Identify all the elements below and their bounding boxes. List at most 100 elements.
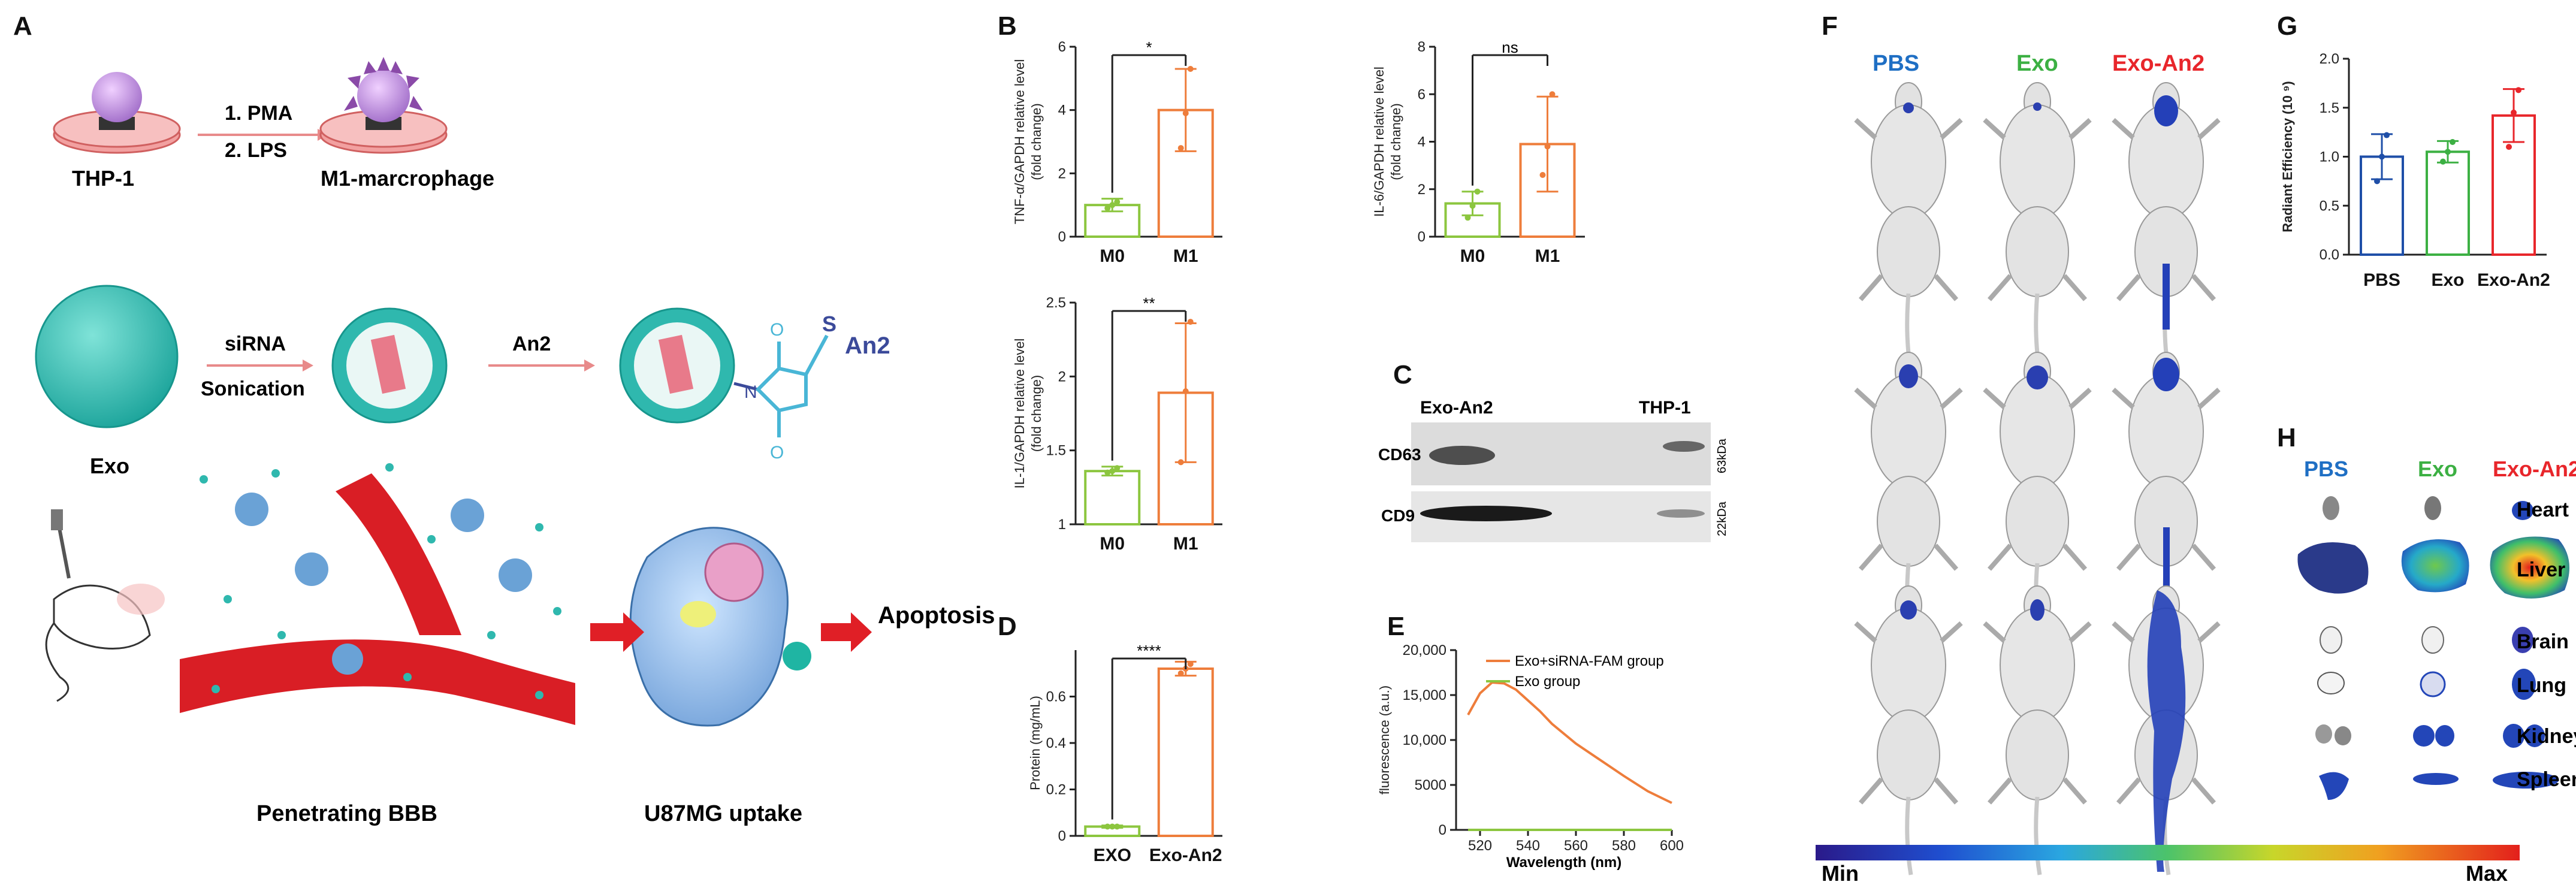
mouse-r1-pbs [1856, 83, 1961, 371]
B2-ylabel: IL-6/GAPDH relative level (fold change) [1372, 67, 1403, 217]
organ-heart-pbs [2323, 496, 2339, 520]
organ-label-kidney: Kidney [2517, 725, 2576, 748]
mouse-r1-exo [1985, 83, 2090, 371]
B1-ytick-label-1: 2 [1058, 165, 1066, 182]
exo-sphere [35, 285, 179, 428]
G-bar-Exo [2426, 150, 2470, 256]
organ-liver-exo [2401, 539, 2469, 593]
h-group-pbs: PBS [2304, 457, 2348, 481]
E-xtick-label-0: 520 [1468, 838, 1492, 854]
B3-ylabel-line-1: (fold change) [1029, 375, 1044, 452]
organ-label-brain: Brain [2517, 630, 2569, 653]
G-ylabel: Radiant Efficiency (10 ⁹) [2280, 81, 2295, 232]
B1-cat-1: M1 [1173, 246, 1198, 266]
panel-label-e: E [1387, 612, 1405, 641]
B1-ylabel: TNF-α/GAPDH relative level (fold change) [1012, 59, 1044, 225]
panel-label-g: G [2277, 11, 2297, 41]
B3-bar-M0 [1084, 470, 1141, 526]
D-cat-0: EXO [1094, 845, 1131, 865]
B2-cat-0: M0 [1460, 246, 1485, 266]
organ-label-heart-vis: Heart [2517, 499, 2569, 521]
organ-kidney-exoan2 [2503, 724, 2545, 748]
B3-ylabel-line-0: IL-1/GAPDH relative level [1012, 339, 1027, 489]
G-point-0-0 [2374, 178, 2380, 185]
B1-point-0-0 [1104, 205, 1111, 212]
G-ytick-label-0: 0.0 [2320, 247, 2339, 263]
organ-lung-exoan2 [2512, 669, 2536, 700]
B2-ytick-label-0: 0 [1418, 229, 1426, 245]
B3-point-1-1 [1182, 388, 1189, 394]
chart-radiant-efficiency: 0.0 0.5 1.0 1.5 2.0 Radiant Efficiency (10 ⁹)… [2280, 51, 2550, 290]
B1-point-0-2 [1114, 198, 1121, 205]
E-ytick-label-2: 10,000 [1403, 732, 1446, 748]
D-ytick-label-0: 0 [1058, 828, 1066, 844]
chart-tnf: 0 2 4 6 TNF-α/GAPDH relative level (fold chan… [1012, 38, 1222, 266]
B2-ytick-label-4: 8 [1418, 39, 1426, 55]
panel-c: C Exo-An2 THP-1 CD63 CD9 63kDa 22kDa [1378, 360, 1729, 542]
panel-f: F PBS Exo Exo-An2 Min Max [1816, 11, 2520, 885]
blot-label-cd63: CD63 [1378, 445, 1421, 464]
B2-point-1-2 [1549, 91, 1556, 98]
B3-point-1-2 [1187, 319, 1194, 325]
apoptosis-label: Apoptosis [878, 602, 995, 629]
step1-label: 1. PMA [225, 102, 292, 125]
scale-min-label: Min [1822, 861, 1859, 885]
m1-macrophage-illustration [319, 57, 448, 154]
blood-vessel-illustration [180, 463, 575, 725]
thp1-dish-illustration [53, 72, 181, 154]
G-cat-2: Exo-An2 [2477, 270, 2550, 290]
panel-a: A THP-1 1. PMA 2. LPS M1-marcrophage Exo… [13, 11, 995, 826]
G-point-1-1 [2445, 149, 2451, 155]
organ-spleen-pbs [2319, 772, 2349, 800]
B1-point-1-2 [1187, 65, 1194, 72]
B3-point-0-0 [1104, 469, 1111, 476]
B1-cat-0: M0 [1100, 246, 1125, 266]
B3-cat-0: M0 [1100, 534, 1125, 554]
arrow-a4 [590, 612, 644, 652]
bbb-label: Penetrating BBB [256, 801, 437, 826]
B2-point-1-0 [1539, 171, 1546, 178]
B1-sig-label: * [1146, 38, 1152, 56]
D-ytick-label-1: 0.2 [1046, 782, 1066, 798]
f-group-exoan2: Exo-An2 [2112, 51, 2204, 76]
G-point-0-1 [2379, 153, 2385, 160]
B2-ytick-label-1: 2 [1418, 182, 1426, 198]
B1-ylabel-line-1: (fold change) [1029, 103, 1044, 180]
E-ytick-label-0: 0 [1439, 822, 1446, 838]
blot-header-left: Exo-An2 [1420, 398, 1493, 418]
B3-ytick-label-3: 2.5 [1046, 295, 1066, 311]
B3-ytick-label-0: 1 [1058, 516, 1066, 533]
f-group-exo: Exo [2016, 51, 2058, 76]
B1-point-1-0 [1177, 145, 1184, 152]
organ-liver-exoan2 [2490, 536, 2569, 599]
h-group-exo: Exo [2418, 457, 2457, 481]
E-series-0 [1467, 681, 1672, 804]
G-ytick-label-3: 1.5 [2320, 100, 2339, 116]
panel-label-a: A [13, 11, 32, 41]
G-cat-0: PBS [2363, 270, 2400, 290]
chem-o-top: O [770, 320, 784, 340]
chem-o-bottom: O [770, 443, 784, 463]
G-cat-1: Exo [2431, 270, 2464, 290]
B2-ylabel-line-0: IL-6/GAPDH relative level [1372, 67, 1387, 217]
E-legend-label-0: Exo+siRNA-FAM group [1515, 653, 1664, 669]
panel-h: H PBS Exo Exo-An2 Heart Heart Liver Brai… [2277, 423, 2576, 800]
organ-kidney-pbs [2315, 724, 2351, 745]
B2-sig-label: ns [1502, 38, 1518, 56]
G-point-1-0 [2440, 158, 2446, 165]
E-xtick-label-3: 580 [1612, 838, 1636, 854]
D-bar-Exo-An2 [1157, 667, 1214, 837]
organ-kidney-exo [2413, 725, 2454, 747]
B3-point-1-0 [1177, 459, 1184, 466]
blot-kda-22: 22kDa [1716, 501, 1729, 536]
B1-ytick-label-2: 4 [1058, 102, 1066, 119]
E-xlabel: Wavelength (nm) [1506, 854, 1621, 871]
panel-label-c: C [1393, 360, 1412, 389]
panel-label-h: H [2277, 423, 2296, 452]
B3-ytick-label-1: 1.5 [1046, 443, 1066, 459]
G-point-2-1 [2511, 109, 2517, 116]
D-point-0-1 [1109, 823, 1116, 830]
panel-label-f: F [1822, 11, 1838, 41]
